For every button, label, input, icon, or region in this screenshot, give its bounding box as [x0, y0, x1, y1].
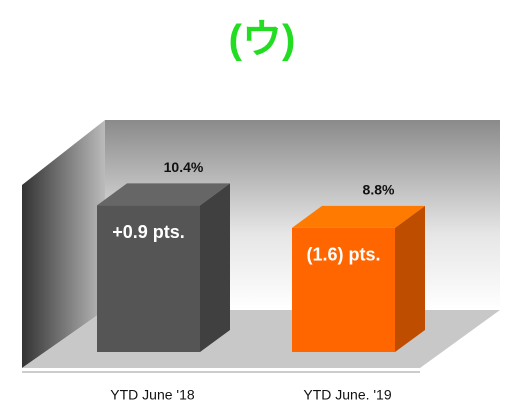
floor	[22, 310, 500, 368]
bar-top	[292, 205, 425, 228]
value-label: 8.8%	[363, 182, 395, 198]
bar	[292, 227, 395, 352]
bar-top	[97, 183, 230, 206]
bar-side	[395, 205, 425, 352]
bar-annotation: +0.9 pts.	[112, 222, 185, 242]
chart-title: (ウ)	[229, 18, 296, 62]
bar	[97, 205, 200, 352]
x-tick-label: YTD June '18	[110, 387, 195, 403]
x-tick-label: YTD June. '19	[303, 387, 391, 403]
bar-annotation: (1.6) pts.	[306, 245, 380, 265]
value-label: 10.4%	[164, 159, 204, 175]
bar-side	[200, 183, 230, 352]
side-wall	[22, 120, 105, 368]
